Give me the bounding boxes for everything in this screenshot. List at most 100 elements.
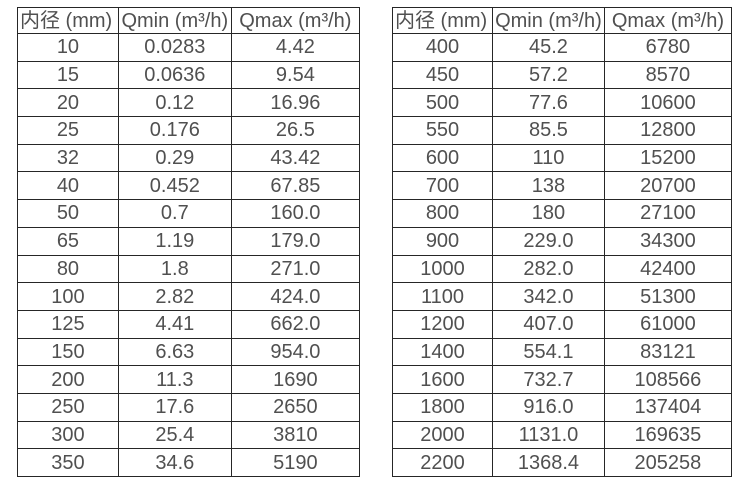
- table-row: 80 1.8 271.0: [17, 254, 361, 284]
- table-row: 1200 407.0 61000: [392, 309, 733, 339]
- table-row: 200 11.3 1690: [17, 365, 361, 394]
- table-cell: 108566: [603, 365, 733, 394]
- table-cell: 732.7: [492, 365, 605, 394]
- table-cell: 700: [392, 171, 493, 201]
- column-header: 内径 (mm): [392, 7, 493, 34]
- table-cell: 15: [17, 60, 119, 90]
- table-row: 500 77.6 10600: [392, 88, 733, 118]
- table-cell: 4.41: [117, 309, 232, 339]
- table-row: 50 0.7 160.0: [17, 199, 361, 228]
- flow-range-table-large-diameters: 内径 (mm) Qmin (m³/h) Qmax (m³/h) 400 45.2 6780…: [392, 7, 733, 477]
- table-cell: 17.6: [117, 392, 232, 422]
- table-cell: 350: [17, 448, 119, 477]
- table-cell: 1.19: [117, 226, 232, 256]
- table-cell: 2200: [392, 448, 493, 477]
- table-row: 65 1.19 179.0: [17, 226, 361, 256]
- table-row: 1000 282.0 42400: [392, 254, 733, 284]
- table-cell: 57.2: [492, 60, 605, 90]
- column-header: 内径 (mm): [17, 7, 119, 34]
- table-cell: 8570: [603, 60, 733, 90]
- table-row: 32 0.29 43.42: [17, 143, 361, 173]
- table-cell: 205258: [603, 448, 733, 477]
- table-cell: 160.0: [230, 199, 361, 228]
- table-cell: 0.0636: [117, 60, 232, 90]
- table-cell: 125: [17, 309, 119, 339]
- table-cell: 110: [492, 143, 605, 173]
- table-row: 20 0.12 16.96: [17, 88, 361, 118]
- table-cell: 11.3: [117, 365, 232, 394]
- table-cell: 600: [392, 143, 493, 173]
- table-row: 2000 1131.0 169635: [392, 420, 733, 450]
- table-row: 1100 342.0 51300: [392, 282, 733, 311]
- table-cell: 800: [392, 199, 493, 228]
- table-row: 1800 916.0 137404: [392, 392, 733, 422]
- table-cell: 34300: [603, 226, 733, 256]
- table-cell: 1000: [392, 254, 493, 284]
- table-cell: 180: [492, 199, 605, 228]
- table-cell: 150: [17, 337, 119, 367]
- table-row: 400 45.2 6780: [392, 33, 733, 62]
- table-cell: 61000: [603, 309, 733, 339]
- table-row: 100 2.82 424.0: [17, 282, 361, 311]
- flow-range-table-small-diameters: 内径 (mm) Qmin (m³/h) Qmax (m³/h) 10 0.0283 4.4…: [17, 7, 361, 477]
- table-cell: 6780: [603, 33, 733, 62]
- table-cell: 15200: [603, 143, 733, 173]
- table-cell: 42400: [603, 254, 733, 284]
- table-cell: 27100: [603, 199, 733, 228]
- table-row: 2200 1368.4 205258: [392, 448, 733, 477]
- table-cell: 169635: [603, 420, 733, 450]
- table-cell: 450: [392, 60, 493, 90]
- table-row: 125 4.41 662.0: [17, 309, 361, 339]
- table-cell: 954.0: [230, 337, 361, 367]
- table-cell: 67.85: [230, 171, 361, 201]
- table-row: 450 57.2 8570: [392, 60, 733, 90]
- column-header: Qmin (m³/h): [117, 7, 232, 34]
- table-cell: 9.54: [230, 60, 361, 90]
- table-cell: 282.0: [492, 254, 605, 284]
- table-cell: 500: [392, 88, 493, 118]
- table-row: 150 6.63 954.0: [17, 337, 361, 367]
- table-cell: 1600: [392, 365, 493, 394]
- table-row: 25 0.176 26.5: [17, 116, 361, 145]
- table-cell: 65: [17, 226, 119, 256]
- table-cell: 26.5: [230, 116, 361, 145]
- table-cell: 2.82: [117, 282, 232, 311]
- table-row: 1600 732.7 108566: [392, 365, 733, 394]
- table-cell: 77.6: [492, 88, 605, 118]
- table-cell: 300: [17, 420, 119, 450]
- table-row: 250 17.6 2650: [17, 392, 361, 422]
- column-header: Qmax (m³/h): [230, 7, 361, 34]
- table-row: 700 138 20700: [392, 171, 733, 201]
- table-row: 800 180 27100: [392, 199, 733, 228]
- table-cell: 900: [392, 226, 493, 256]
- table-cell: 0.0283: [117, 33, 232, 62]
- table-cell: 32: [17, 143, 119, 173]
- table-cell: 0.12: [117, 88, 232, 118]
- table-cell: 51300: [603, 282, 733, 311]
- table-row: 350 34.6 5190: [17, 448, 361, 477]
- table-row: 900 229.0 34300: [392, 226, 733, 256]
- table-cell: 424.0: [230, 282, 361, 311]
- table-cell: 1368.4: [492, 448, 605, 477]
- table-cell: 137404: [603, 392, 733, 422]
- table-cell: 85.5: [492, 116, 605, 145]
- table-cell: 342.0: [492, 282, 605, 311]
- table-cell: 1800: [392, 392, 493, 422]
- table-cell: 2000: [392, 420, 493, 450]
- table-cell: 100: [17, 282, 119, 311]
- table-cell: 43.42: [230, 143, 361, 173]
- table-cell: 50: [17, 199, 119, 228]
- table-cell: 662.0: [230, 309, 361, 339]
- table-cell: 1400: [392, 337, 493, 367]
- table-cell: 1131.0: [492, 420, 605, 450]
- table-cell: 34.6: [117, 448, 232, 477]
- table-row: 10 0.0283 4.42: [17, 33, 361, 62]
- table-cell: 554.1: [492, 337, 605, 367]
- table-cell: 550: [392, 116, 493, 145]
- table-cell: 1.8: [117, 254, 232, 284]
- table-cell: 916.0: [492, 392, 605, 422]
- table-cell: 6.63: [117, 337, 232, 367]
- table-cell: 20: [17, 88, 119, 118]
- table-cell: 0.7: [117, 199, 232, 228]
